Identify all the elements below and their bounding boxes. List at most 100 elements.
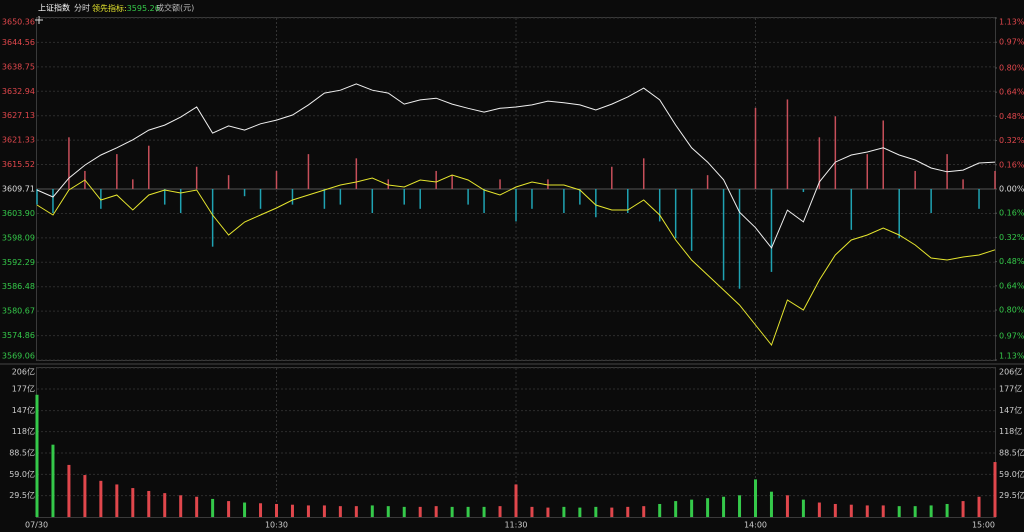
strength-bar — [642, 158, 645, 189]
volume-bar — [290, 504, 294, 517]
strength-bar — [291, 189, 294, 205]
volume-bar — [466, 506, 470, 517]
strength-bar — [674, 189, 677, 239]
mode-label: 分时 — [74, 3, 90, 13]
strength-bar — [132, 179, 134, 189]
volume-bar — [594, 506, 598, 517]
strength-bar — [930, 189, 932, 214]
strength-bar — [499, 179, 501, 189]
volume-bar — [546, 507, 550, 517]
volume-bar — [993, 462, 997, 517]
strength-bar — [994, 170, 996, 189]
strength-bar — [866, 154, 869, 189]
volume-bar — [147, 490, 151, 517]
x-tick-label: 11:30 — [504, 521, 527, 530]
y-tick-label: 118亿 — [12, 426, 35, 436]
volume-bar — [945, 503, 949, 517]
strength-bar — [307, 154, 310, 189]
volume-bar — [897, 506, 901, 517]
strength-bar — [36, 189, 38, 205]
strength-bar — [323, 189, 326, 209]
volume-bar — [961, 501, 965, 517]
volume-title: 成交额(元) — [156, 3, 194, 13]
volume-bar — [243, 502, 247, 517]
strength-bar — [467, 189, 469, 205]
volume-bar — [482, 506, 486, 517]
strength-bar — [355, 158, 358, 189]
legend-value: 3595.26 — [127, 4, 160, 13]
strength-bar — [818, 137, 821, 189]
volume-bar — [179, 495, 183, 517]
y-tick-label: 88.5亿 — [9, 447, 35, 457]
y-tick-label: 59.0亿 — [9, 469, 35, 479]
strength-bar — [339, 189, 342, 205]
volume-bar — [833, 503, 837, 517]
volume-bar — [338, 506, 342, 517]
y-tick-label: 177亿 — [12, 383, 35, 393]
volume-bar — [722, 496, 726, 517]
y-tick-label: 3638.75 — [2, 62, 35, 71]
y-tick-label: 3650.36 — [2, 18, 35, 27]
strength-bar — [227, 175, 230, 189]
x-tick-label: 15:00 — [972, 521, 995, 530]
y2-tick-label: 0.16% — [999, 209, 1024, 218]
volume-bar — [35, 394, 39, 517]
volume-bar — [610, 507, 614, 517]
strength-bar — [595, 189, 597, 218]
strength-bar — [978, 189, 980, 209]
strength-bar — [403, 189, 405, 205]
strength-bar — [52, 189, 54, 214]
volume-bar — [865, 505, 869, 517]
strength-bar — [243, 189, 246, 197]
price-line — [36, 174, 996, 347]
y-tick-label: 3586.48 — [2, 282, 35, 291]
strength-bar — [275, 170, 278, 189]
volume-bar — [434, 506, 438, 517]
strength-bar — [148, 145, 150, 189]
volume-bar — [674, 501, 678, 517]
y-tick-label: 3632.94 — [2, 87, 35, 96]
volume-bar — [706, 498, 710, 517]
volume-bar — [642, 506, 646, 517]
y-tick-label: 177亿 — [999, 383, 1022, 393]
strength-bar — [611, 166, 613, 189]
strength-bar — [100, 189, 102, 209]
volume-bar — [275, 503, 278, 517]
strength-bar — [435, 170, 437, 189]
volume-bar — [626, 506, 630, 517]
strength-bar — [627, 189, 629, 214]
volume-bar — [322, 505, 326, 517]
volume-bar — [977, 496, 981, 517]
y2-tick-label: 0.80% — [999, 306, 1024, 315]
strength-bar — [802, 189, 805, 192]
volume-bar — [370, 505, 374, 517]
strength-bar — [658, 189, 661, 222]
y2-tick-label: 0.64% — [999, 88, 1024, 97]
volume-bar — [690, 499, 694, 517]
y-tick-label: 3569.06 — [2, 352, 35, 361]
y2-tick-label: 0.80% — [999, 63, 1024, 72]
volume-bar — [115, 484, 119, 517]
strength-bar — [163, 189, 166, 205]
volume-bar — [354, 506, 358, 517]
volume-bar — [402, 506, 406, 517]
y-tick-label: 3627.13 — [2, 111, 35, 120]
strength-bar — [179, 189, 182, 214]
strength-bar — [547, 179, 549, 189]
strength-bar — [116, 154, 118, 189]
strength-bar — [563, 189, 565, 214]
y-tick-label: 206亿 — [999, 367, 1022, 377]
y-tick-label: 3580.67 — [2, 307, 35, 316]
strength-bar — [68, 137, 70, 189]
x-tick-label: 07/30 — [25, 521, 48, 530]
y2-tick-label: 1.13% — [999, 18, 1024, 27]
volume-bar — [163, 493, 167, 517]
strength-bar — [451, 175, 453, 189]
strength-bar — [690, 189, 693, 251]
strength-bar — [483, 189, 485, 214]
x-tick-label: 14:00 — [744, 521, 767, 530]
volume-bar — [514, 484, 518, 517]
